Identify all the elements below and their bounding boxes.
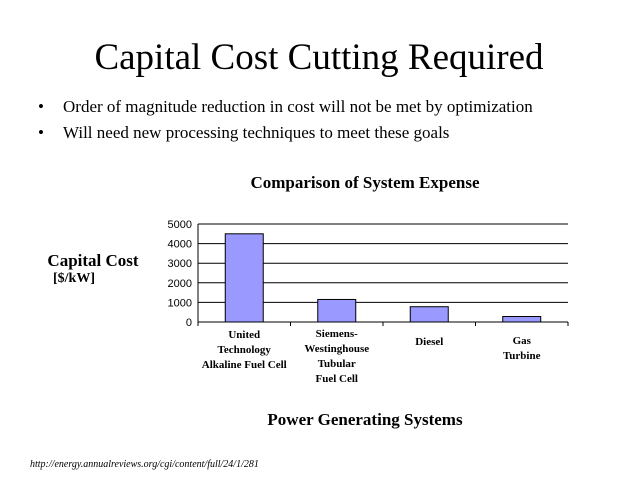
x-category-label: United	[228, 329, 260, 341]
y-tick-label: 1000	[168, 297, 192, 309]
bar	[224, 233, 264, 323]
bullet-item: • Order of magnitude reduction in cost wi…	[38, 94, 533, 120]
y-axis-label: Capital Cost [$/kW]	[28, 251, 158, 287]
y-axis-title: Capital Cost	[47, 251, 139, 270]
x-category-label: Diesel	[415, 336, 443, 348]
y-axis-unit: [$/kW]	[53, 271, 95, 286]
bars	[224, 233, 542, 323]
x-category-label: Tubular	[318, 358, 356, 370]
chart-title: Comparison of System Expense	[250, 173, 480, 192]
x-axis-label: Power Generating Systems	[267, 410, 463, 429]
slide-title: Capital Cost Cutting Required	[94, 37, 544, 78]
axes	[197, 224, 569, 326]
y-tick-label: 5000	[168, 219, 192, 231]
bullet-text: Will need new processing techniques to m…	[63, 123, 450, 142]
bar	[317, 298, 357, 323]
x-category-label: Gas	[513, 335, 532, 347]
x-category-label: Technology	[218, 344, 272, 356]
bar	[409, 306, 449, 323]
bullet-marker: •	[38, 97, 44, 116]
x-category-label: Turbine	[503, 350, 541, 362]
bullet-text: Order of magnitude reduction in cost wil…	[63, 97, 533, 116]
x-category-label: Fuel Cell	[316, 373, 358, 385]
y-tick-label: 3000	[168, 258, 192, 270]
bullet-item: • Will need new processing techniques to …	[38, 120, 533, 146]
x-category-label: Westinghouse	[304, 343, 369, 355]
y-tick-label: 0	[186, 317, 192, 329]
x-category-label: Alkaline Fuel Cell	[202, 359, 287, 371]
y-tick-label: 2000	[168, 278, 192, 290]
source-url: http://energy.annualreviews.org/cgi/cont…	[30, 459, 259, 470]
bullet-list: • Order of magnitude reduction in cost wi…	[38, 94, 533, 146]
tick-labels: 0 1000 2000 3000 4000 5000 United Technology Alk…	[168, 219, 541, 385]
bullet-marker: •	[38, 123, 44, 142]
bar	[502, 316, 542, 323]
x-category-label: Siemens-	[316, 328, 359, 340]
y-tick-label: 4000	[168, 239, 192, 251]
